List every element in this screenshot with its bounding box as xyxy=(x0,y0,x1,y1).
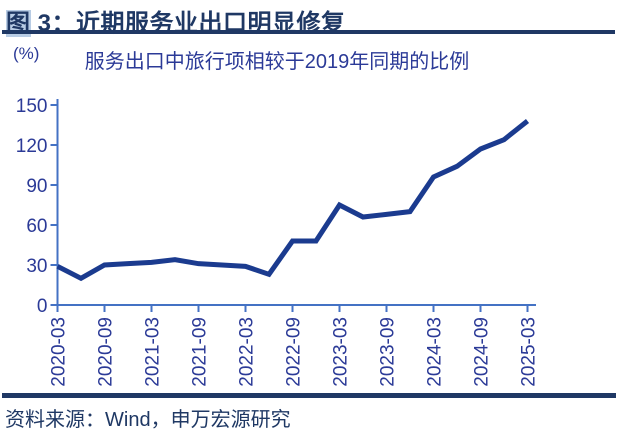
y-tick-label: 120 xyxy=(16,136,48,157)
y-axis-unit-label: (%) xyxy=(13,44,40,63)
x-tick-label: 2024-03 xyxy=(425,317,446,387)
y-tick-label: 0 xyxy=(37,296,48,317)
y-tick-label: 60 xyxy=(26,216,47,237)
y-tick-label: 90 xyxy=(26,176,47,197)
source-note: 资料来源：Wind，申万宏源研究 xyxy=(5,409,291,431)
footer-divider-bar xyxy=(2,393,616,398)
chart-title: 服务出口中旅行项相较于2019年同期的比例 xyxy=(84,51,470,73)
x-tick-label: 2021-03 xyxy=(143,317,164,387)
x-tick-label: 2020-03 xyxy=(49,317,70,387)
x-tick-label: 2023-09 xyxy=(378,317,399,387)
y-tick-label: 30 xyxy=(26,256,47,277)
x-tick-label: 2024-09 xyxy=(472,317,493,387)
y-tick-label: 150 xyxy=(16,96,48,117)
series-line xyxy=(56,119,530,282)
x-tick-label: 2023-03 xyxy=(331,317,352,387)
x-tick-label: 2022-09 xyxy=(284,317,305,387)
x-tick-label: 2021-09 xyxy=(190,317,211,387)
x-tick-label: 2020-09 xyxy=(96,317,117,387)
x-tick-label: 2022-03 xyxy=(237,317,258,387)
title-divider-rule xyxy=(2,30,615,34)
x-tick-label: 2025-03 xyxy=(519,317,540,387)
